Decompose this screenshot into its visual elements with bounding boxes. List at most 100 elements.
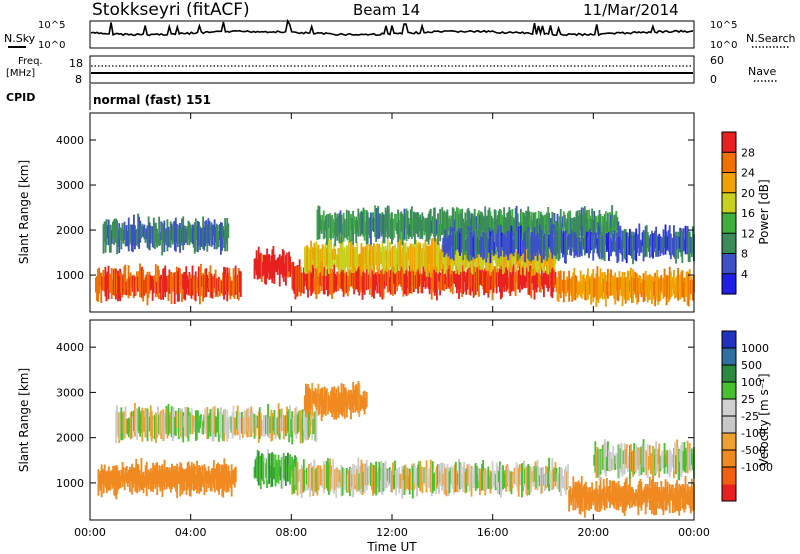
- heatmap-cell: [226, 267, 229, 302]
- heatmap-cell: [252, 413, 255, 433]
- heatmap-cell: [582, 238, 585, 250]
- heatmap-cell: [588, 487, 590, 511]
- heatmap-cell: [245, 410, 248, 435]
- heatmap-cell: [558, 272, 561, 294]
- heatmap-cell: [211, 467, 214, 484]
- heatmap-cell: [138, 216, 141, 249]
- heatmap-cell: [415, 473, 417, 489]
- heatmap-cell: [386, 468, 389, 481]
- heatmap-cell: [378, 244, 381, 274]
- heatmap-cell: [203, 464, 206, 495]
- heatmap-cell: [602, 479, 605, 506]
- heatmap-cell: [377, 205, 380, 239]
- heatmap-cell: [220, 407, 222, 439]
- heatmap-cell: [524, 274, 526, 289]
- heatmap-cell: [289, 405, 292, 435]
- heatmap-cell: [429, 277, 432, 290]
- heatmap-cell: [329, 397, 331, 411]
- heatmap-cell: [438, 242, 440, 272]
- heatmap-cell: [445, 241, 448, 267]
- heatmap-cell: [465, 239, 468, 251]
- heatmap-cell: [673, 225, 675, 257]
- heatmap-cell: [462, 218, 465, 238]
- heatmap-cell: [462, 466, 465, 492]
- heatmap-cell: [279, 258, 282, 274]
- heatmap-cell: [217, 230, 220, 248]
- heatmap-cell: [229, 276, 232, 300]
- heatmap-cell: [391, 263, 393, 290]
- heatmap-cell: [634, 450, 637, 472]
- heatmap-cell: [109, 273, 112, 293]
- heatmap-cell: [366, 212, 369, 244]
- heatmap-cell: [685, 232, 688, 248]
- heatmap-cell: [595, 451, 598, 478]
- heatmap-cell: [204, 221, 207, 247]
- heatmap-cell: [473, 464, 476, 484]
- heatmap-cell: [377, 467, 380, 494]
- heatmap-cell: [257, 246, 260, 279]
- heatmap-cell: [317, 465, 320, 491]
- heatmap-cell: [499, 209, 501, 238]
- heatmap-cell: [207, 415, 210, 439]
- heatmap-cell: [299, 469, 302, 494]
- heatmap-cell: [623, 482, 626, 517]
- heatmap-cell: [485, 215, 488, 237]
- heatmap-cell: [510, 274, 513, 292]
- heatmap-cell: [331, 250, 334, 268]
- heatmap-cell: [214, 416, 217, 437]
- heatmap-cell: [119, 227, 122, 240]
- heatmap-cell: [573, 216, 576, 243]
- heatmap-cell: [182, 216, 185, 251]
- heatmap-cell: [184, 407, 187, 437]
- heatmap-cell: [129, 272, 132, 296]
- heatmap-cell: [345, 209, 348, 239]
- heatmap-cell: [295, 266, 298, 297]
- heatmap-cell: [188, 465, 191, 497]
- heatmap-cell: [537, 269, 540, 284]
- heatmap-cell: [315, 409, 318, 442]
- heatmap-cell: [547, 466, 550, 488]
- heatmap-cell: [140, 458, 143, 491]
- heatmap-cell: [98, 267, 101, 294]
- heatmap-cell: [544, 233, 546, 252]
- heatmap-cell: [691, 487, 694, 510]
- heatmap-cell: [428, 246, 431, 264]
- panel-frame: [89, 319, 695, 521]
- power-colorbar-tick-label: 24: [741, 167, 755, 180]
- heatmap-cell: [600, 491, 603, 509]
- heatmap-cell: [599, 477, 602, 511]
- heatmap-cell: [208, 271, 211, 289]
- cpid-mode: normal (fast) 151: [93, 93, 211, 107]
- heatmap-cell: [355, 465, 358, 486]
- heatmap-cell: [429, 459, 432, 492]
- heatmap-cell: [496, 229, 499, 252]
- heatmap-cell: [473, 267, 476, 296]
- heatmap-cell: [301, 275, 304, 292]
- heatmap-cell: [576, 280, 579, 299]
- heatmap-cell: [506, 464, 509, 487]
- heatmap-cell: [597, 448, 600, 478]
- heatmap-cell: [365, 238, 368, 270]
- heatmap-cell: [192, 416, 195, 428]
- heatmap-cell: [601, 272, 604, 300]
- heatmap-cell: [522, 463, 524, 492]
- heatmap-cell: [234, 466, 237, 483]
- heatmap-cell: [657, 236, 660, 257]
- heatmap-cell: [421, 467, 424, 494]
- heatmap-cell: [280, 457, 283, 489]
- heatmap-cell: [159, 411, 162, 436]
- colorbar-swatch: [722, 253, 736, 275]
- heatmap-cell: [232, 405, 235, 437]
- freq-label-line2: [MHz]: [6, 68, 35, 79]
- heatmap-cell: [145, 274, 148, 294]
- heatmap-cell: [440, 248, 443, 264]
- heatmap-cell: [484, 234, 487, 249]
- heatmap-cell: [335, 466, 338, 499]
- heatmap-cell: [483, 217, 486, 240]
- heatmap-cell: [138, 406, 141, 434]
- heatmap-cell: [640, 446, 643, 476]
- heatmap-cell: [555, 278, 558, 292]
- heatmap-cell: [201, 465, 204, 485]
- colorbar-swatch: [722, 450, 736, 468]
- heatmap-cell: [141, 473, 144, 490]
